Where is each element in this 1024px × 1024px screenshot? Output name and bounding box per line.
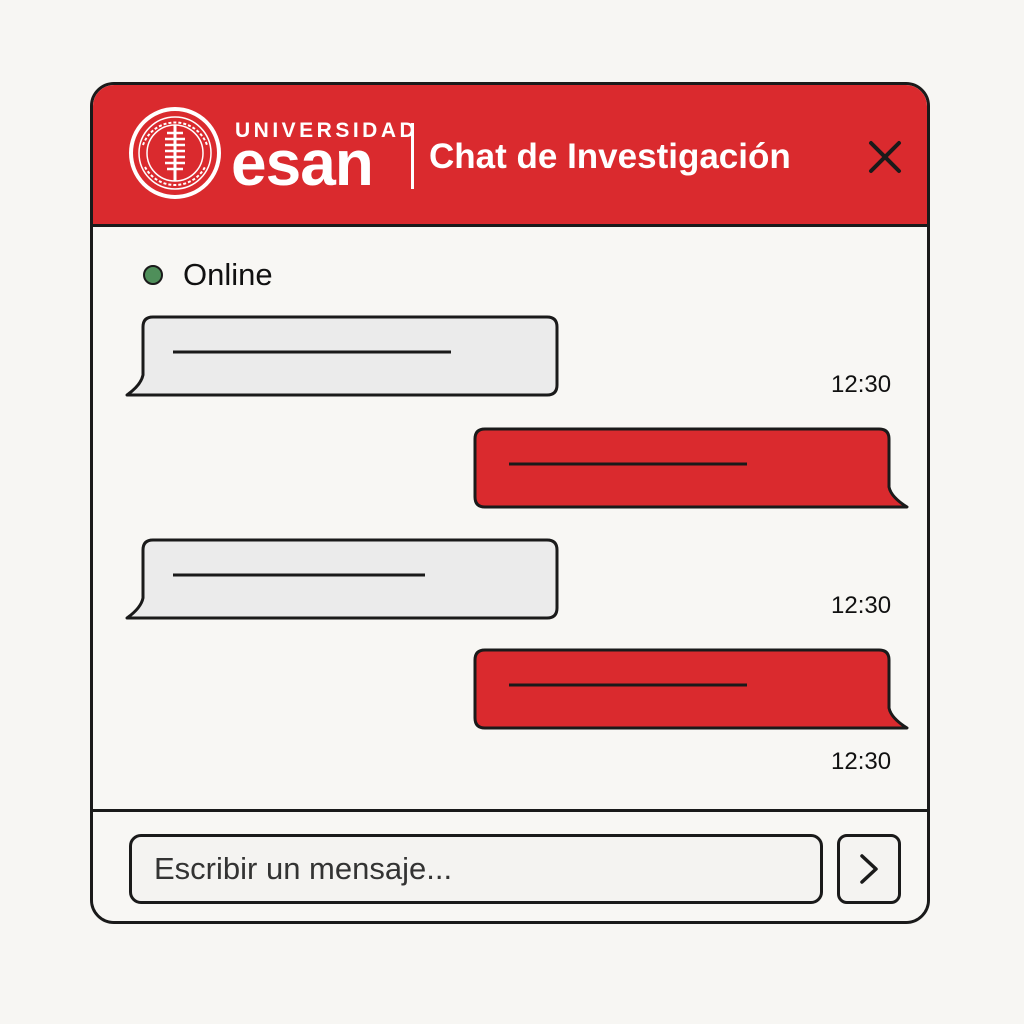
chat-header: UNIVERSIDAD esan Chat de Investigación [93, 85, 927, 227]
message-timestamp: 12:30 [831, 592, 892, 619]
message-timestamp: 12:30 [831, 748, 892, 775]
university-seal-logo [129, 107, 221, 199]
message-composer [93, 809, 927, 921]
message-bubble-sent [473, 427, 909, 509]
close-button[interactable] [865, 137, 905, 177]
header-divider [411, 123, 414, 189]
chat-title: Chat de Investigación [429, 137, 791, 176]
message-bubble-received [125, 315, 559, 397]
chevron-right-icon [860, 854, 878, 884]
online-status-dot [143, 265, 163, 285]
send-button[interactable] [837, 834, 901, 904]
brand-university-label: UNIVERSIDAD [235, 119, 419, 142]
close-icon [869, 141, 901, 173]
online-status-label: Online [183, 257, 273, 292]
chat-window: UNIVERSIDAD esan Chat de Investigación O… [90, 82, 930, 924]
brand-esan-wordmark: esan [231, 127, 374, 199]
online-status: Online [143, 257, 273, 293]
message-input[interactable] [129, 834, 823, 904]
message-bubble-received [125, 538, 559, 620]
message-timestamp: 12:30 [831, 371, 892, 398]
message-bubble-sent [473, 648, 909, 730]
